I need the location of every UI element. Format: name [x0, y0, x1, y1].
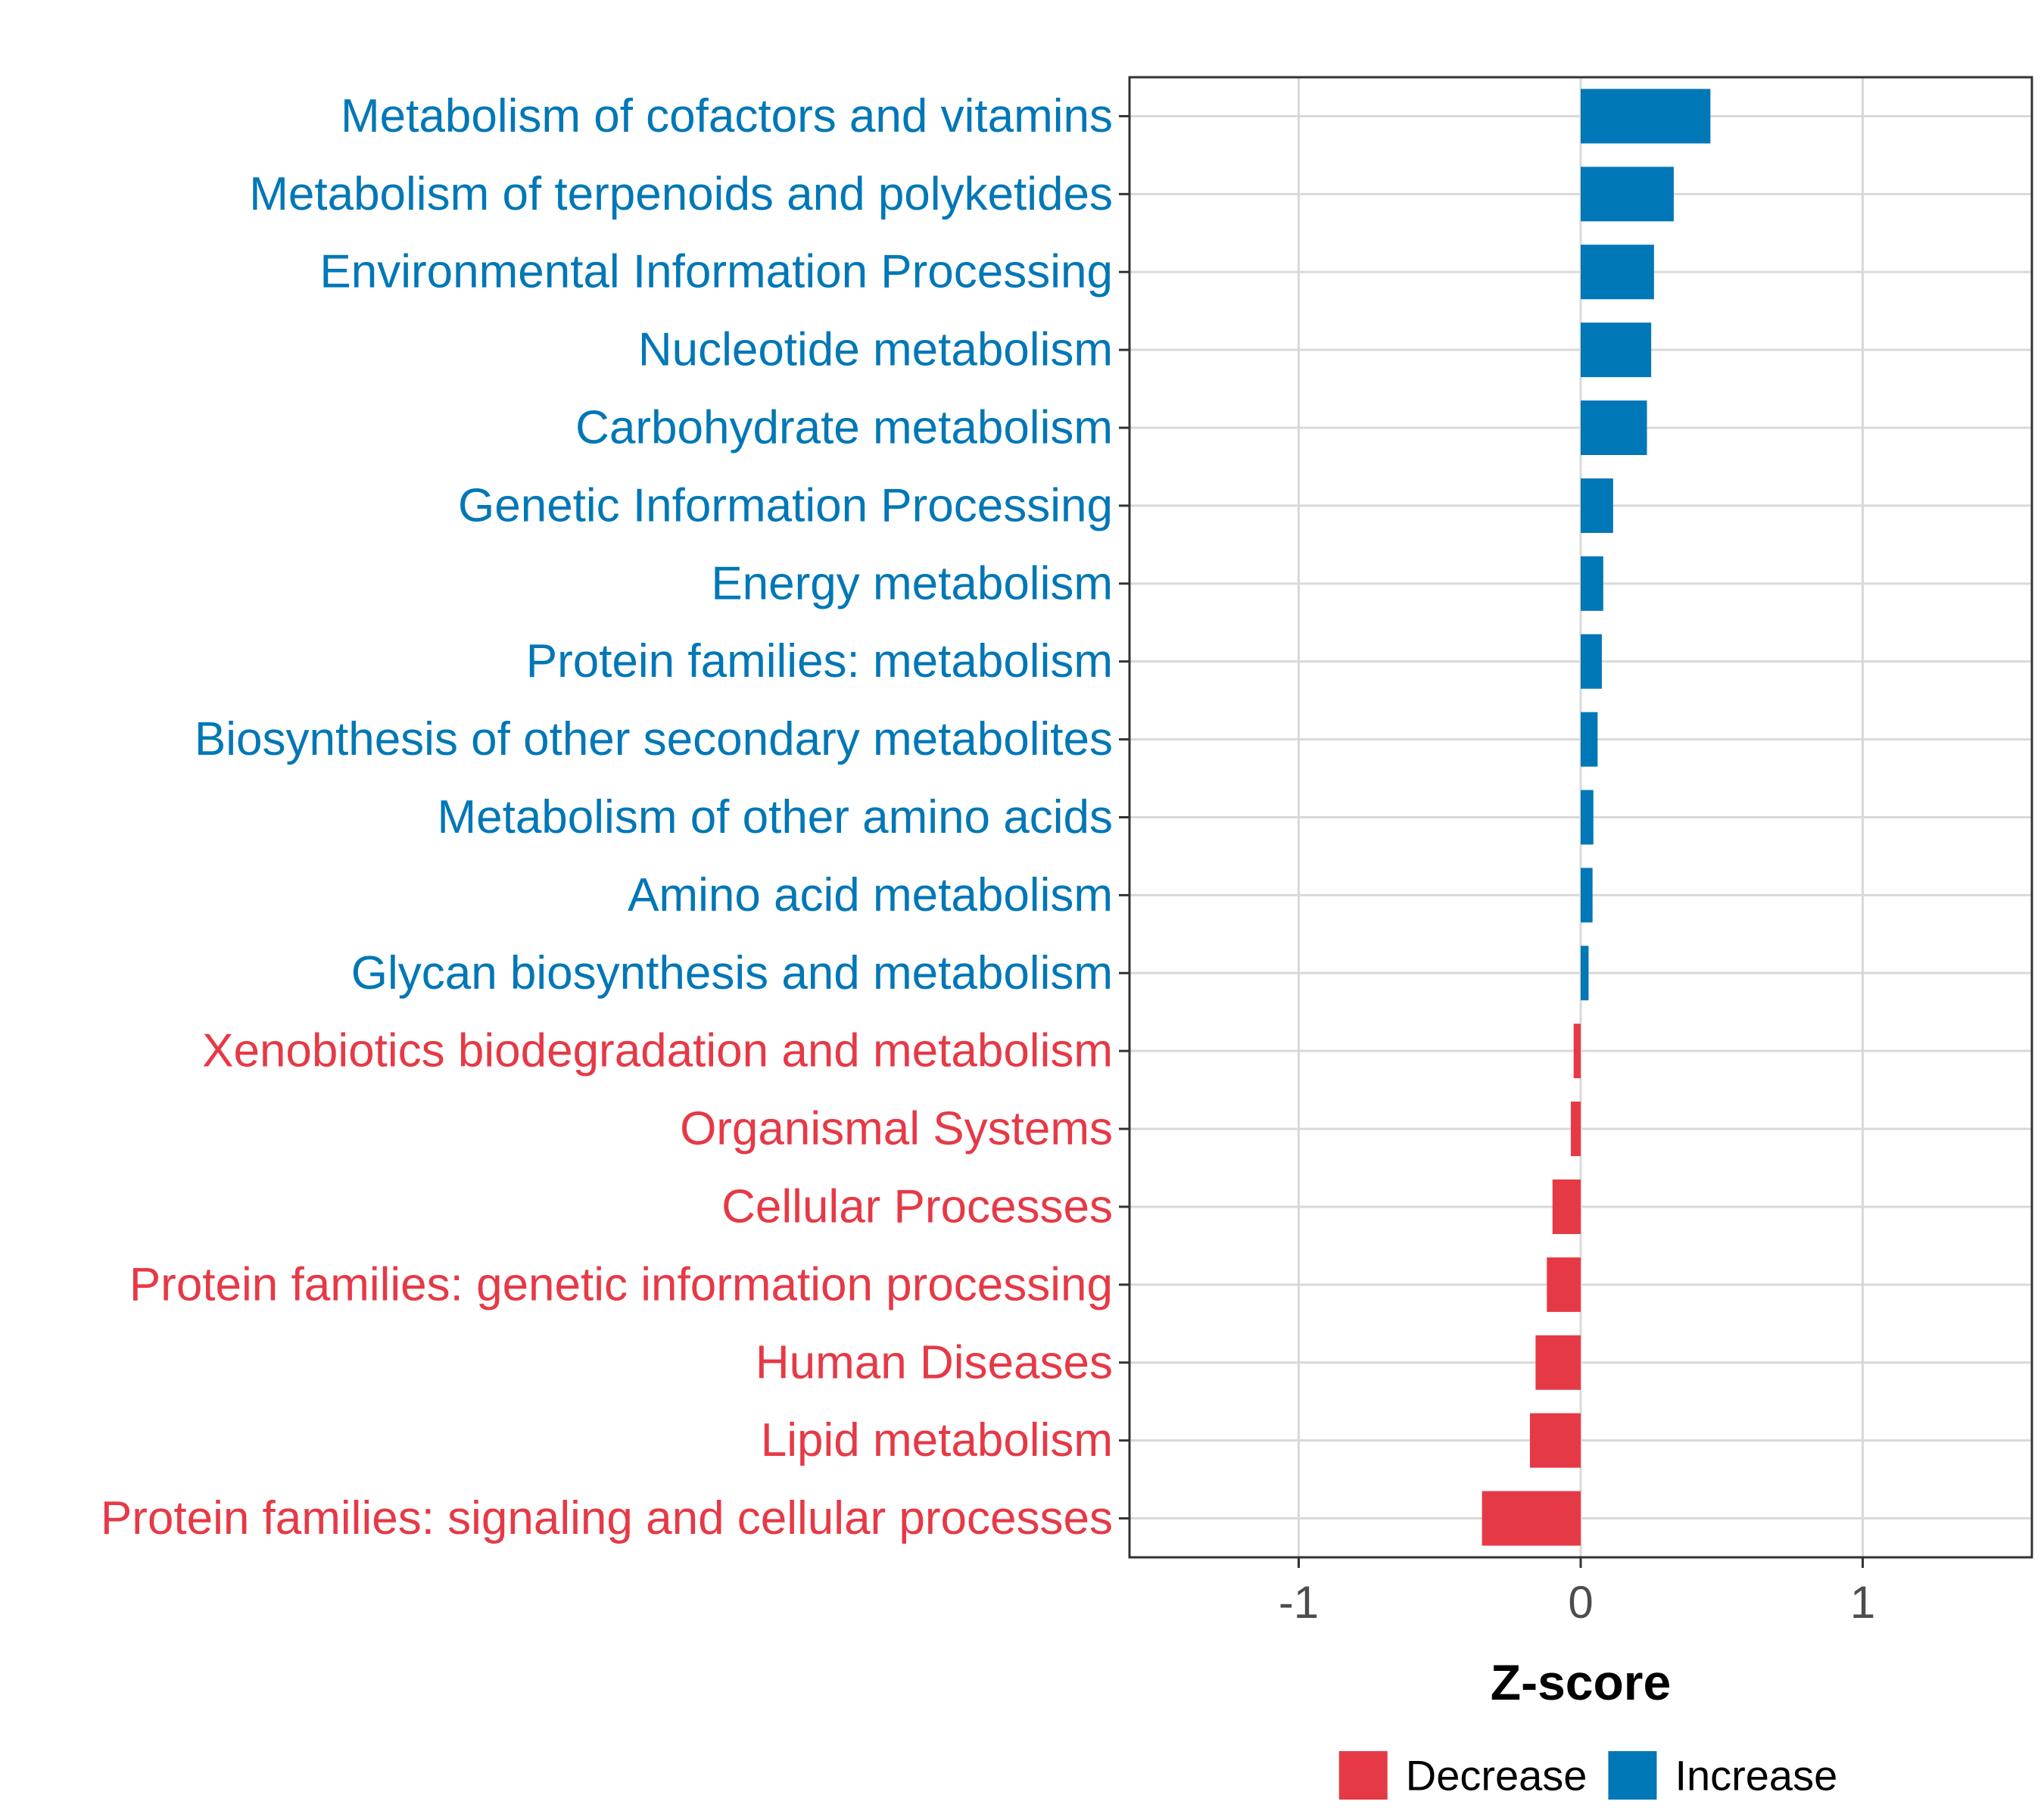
- bar-7: [1581, 634, 1602, 689]
- bar-16: [1535, 1335, 1581, 1390]
- category-label-2: Environmental Information Processing: [319, 246, 1113, 298]
- category-label-9: Metabolism of other amino acids: [437, 791, 1113, 843]
- bar-9: [1581, 790, 1594, 845]
- bar-10: [1581, 868, 1593, 923]
- legend-label-increase: Increase: [1675, 1752, 1837, 1800]
- bar-13: [1570, 1102, 1581, 1157]
- bar-18: [1482, 1491, 1581, 1546]
- bar-11: [1581, 946, 1589, 1001]
- axes: -1 0 1: [1119, 76, 2033, 1628]
- bar-6: [1581, 556, 1603, 611]
- x-tick-label-0: -1: [1279, 1577, 1319, 1628]
- bar-12: [1573, 1024, 1581, 1079]
- bar-4: [1581, 400, 1647, 456]
- category-label-15: Protein families: genetic information pr…: [129, 1258, 1113, 1311]
- category-label-3: Nucleotide metabolism: [638, 324, 1113, 376]
- bar-0: [1581, 89, 1711, 144]
- bar-3: [1581, 323, 1652, 378]
- legend-label-decrease: Decrease: [1406, 1752, 1588, 1800]
- legend-swatch-increase: [1608, 1751, 1657, 1800]
- bar-5: [1581, 478, 1613, 533]
- x-tick-label-2: 1: [1850, 1577, 1875, 1628]
- category-label-8: Biosynthesis of other secondary metaboli…: [195, 713, 1113, 765]
- category-label-7: Protein families: metabolism: [526, 635, 1113, 687]
- bar-1: [1581, 167, 1674, 222]
- category-label-18: Protein families: signaling and cellular…: [101, 1492, 1113, 1544]
- bar-2: [1581, 245, 1654, 300]
- legend: Decrease Increase: [1338, 1751, 1837, 1800]
- category-label-4: Carbohydrate metabolism: [575, 402, 1113, 454]
- category-label-0: Metabolism of cofactors and vitamins: [341, 90, 1113, 142]
- bar-15: [1547, 1257, 1581, 1312]
- category-label-13: Organismal Systems: [680, 1103, 1113, 1155]
- category-label-10: Amino acid metabolism: [628, 869, 1113, 921]
- category-labels: Metabolism of cofactors and vitamins Meta…: [101, 90, 1113, 1544]
- bar-8: [1581, 712, 1598, 767]
- x-tick-label-1: 0: [1568, 1577, 1593, 1628]
- category-label-5: Genetic Information Processing: [458, 479, 1113, 531]
- bars: [1482, 89, 1711, 1546]
- bar-17: [1529, 1413, 1581, 1468]
- category-label-14: Cellular Processes: [721, 1180, 1113, 1233]
- legend-swatch-decrease: [1338, 1751, 1388, 1800]
- category-label-16: Human Diseases: [756, 1336, 1113, 1388]
- bar-14: [1552, 1179, 1581, 1234]
- x-axis-title: Z-score: [1491, 1654, 1671, 1710]
- category-label-1: Metabolism of terpenoids and polyketides: [249, 168, 1113, 220]
- category-label-6: Energy metabolism: [711, 557, 1113, 609]
- category-label-12: Xenobiotics biodegradation and metabolis…: [202, 1025, 1113, 1077]
- category-label-11: Glycan biosynthesis and metabolism: [351, 947, 1113, 999]
- category-label-17: Lipid metabolism: [761, 1414, 1113, 1466]
